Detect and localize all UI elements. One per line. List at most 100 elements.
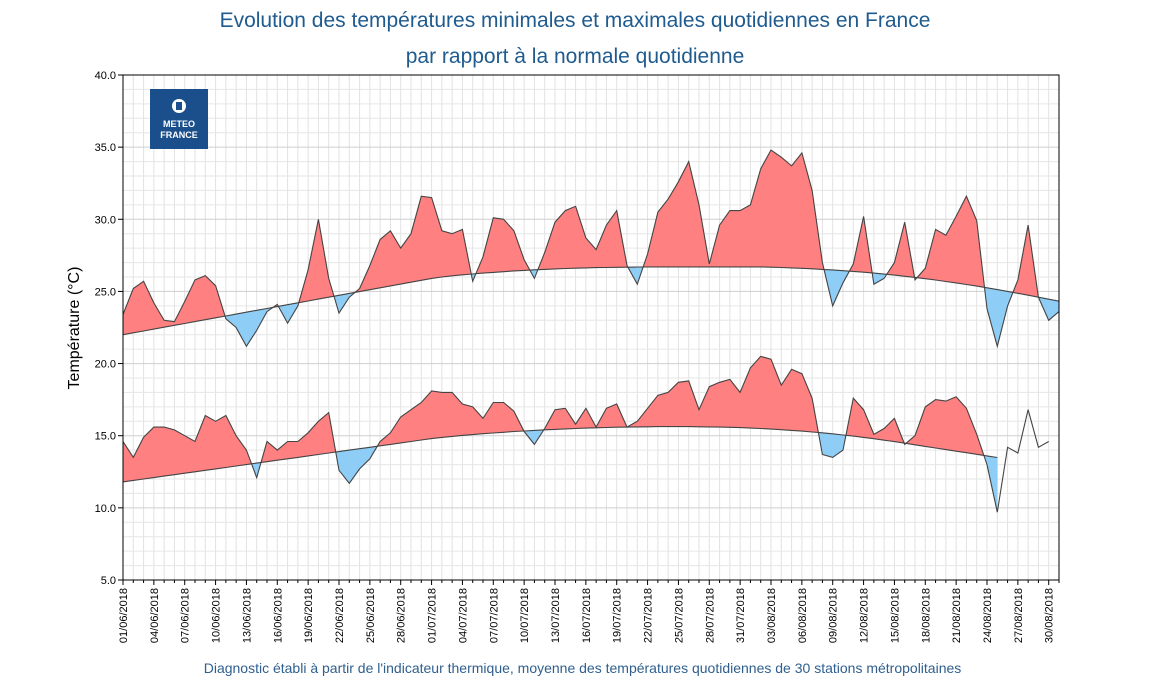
tmin-anomaly-segment [266, 440, 278, 462]
x-tick-label: 16/06/2018 [272, 588, 284, 643]
x-tick-label: 06/08/2018 [797, 588, 809, 643]
x-tick-label: 12/08/2018 [859, 588, 871, 643]
tmax-anomaly-segment [133, 280, 144, 334]
tmin-anomaly-segment [163, 426, 175, 477]
tmin-anomaly-segment [709, 381, 720, 428]
x-tick-label: 22/07/2018 [643, 588, 655, 643]
tmin-anomaly-segment [925, 399, 936, 449]
x-tick-label: 27/08/2018 [1013, 588, 1025, 643]
tmax-anomaly-segment [739, 204, 751, 268]
tmin-anomaly-segment [174, 429, 185, 475]
tmin-anomaly-segment [194, 415, 206, 473]
tmin-anomaly-segment [883, 417, 895, 442]
y-axis: 5.0 10.0 15.0 20.0 25.0 30.0 35.0 40.0 [95, 70, 123, 587]
tmax-anomaly-segment [410, 196, 422, 283]
x-tick-label: 16/07/2018 [581, 588, 593, 643]
y-tick-label: 25.0 [95, 286, 116, 298]
x-tick-label: 25/07/2018 [673, 588, 685, 643]
tmax-anomaly-segment [657, 198, 669, 268]
x-tick-label: 07/06/2018 [180, 588, 192, 643]
tmin-anomaly-segment [791, 368, 803, 432]
tmax-anomaly-segment [369, 239, 381, 290]
series-line-0 [122, 149, 1060, 349]
y-tick-label: 35.0 [95, 142, 116, 154]
tmax-anomaly-segment [482, 217, 494, 274]
anomaly-areas [122, 149, 1060, 513]
tmax-anomaly-segment [503, 218, 515, 272]
tmax-anomaly-segment [760, 149, 772, 268]
logo-text-france: FRANCE [160, 130, 198, 140]
tmin-anomaly-segment [760, 356, 772, 430]
tmax-anomaly-segment [544, 222, 556, 270]
x-tick-label: 25/06/2018 [365, 588, 377, 643]
tmin-anomaly-segment [184, 435, 196, 474]
grid [122, 74, 1060, 581]
x-tick-label: 09/08/2018 [828, 588, 840, 643]
tmax-anomaly-segment [184, 279, 196, 324]
x-tick-label: 15/08/2018 [889, 588, 901, 643]
series-line-3 [122, 426, 998, 483]
tmax-anomaly-segment [955, 196, 967, 285]
tmin-anomaly-segment [122, 440, 134, 483]
tmin-anomaly-segment [801, 373, 813, 433]
x-tick-label: 18/08/2018 [920, 588, 932, 643]
x-tick-label: 31/07/2018 [735, 588, 747, 643]
chart-title-line1: Evolution des températures minimales et … [219, 9, 931, 32]
tmin-anomaly-segment [431, 390, 443, 439]
x-tick-label: 04/06/2018 [149, 588, 161, 643]
tmin-anomaly-segment [739, 367, 751, 429]
x-tick-label: 19/07/2018 [612, 588, 624, 643]
y-tick-label: 15.0 [95, 431, 116, 443]
x-tick-label: 01/06/2018 [118, 588, 130, 643]
tmin-anomaly-segment [935, 399, 947, 450]
x-tick-label: 22/06/2018 [334, 588, 346, 643]
tmin-anomaly-segment [215, 415, 227, 470]
series-line-1 [122, 266, 1060, 336]
x-tick-label: 01/07/2018 [427, 588, 439, 643]
tmax-anomaly-segment [451, 229, 463, 277]
x-tick-label: 07/07/2018 [488, 588, 500, 643]
tmin-anomaly-segment [822, 432, 833, 458]
x-tick-label: 10/06/2018 [211, 588, 223, 643]
tmin-anomaly-segment [719, 379, 731, 428]
tmin-anomaly-segment [657, 392, 669, 427]
tmin-anomaly-segment [750, 355, 761, 429]
y-axis-label: Température (°C) [66, 267, 83, 390]
tmax-anomaly-segment [194, 275, 206, 322]
plot-frame [122, 74, 1060, 581]
tmin-anomaly-segment [287, 441, 299, 460]
footer-note: Diagnostic établi à partir de l'indicate… [203, 660, 962, 676]
tmax-anomaly-segment [770, 149, 782, 268]
tmin-anomaly-segment [647, 394, 659, 428]
tmax-anomaly-segment [431, 197, 443, 279]
y-tick-label: 30.0 [95, 214, 116, 226]
chart-title-line2: par rapport à la normale quotidienne [405, 45, 745, 68]
tmin-anomaly-segment [318, 412, 329, 455]
tmax-anomaly-segment [493, 217, 504, 273]
tmin-anomaly-segment [225, 415, 237, 468]
tmax-anomaly-segment [935, 228, 947, 282]
tmax-anomaly-segment [1048, 298, 1060, 321]
x-tick-label: 28/07/2018 [704, 588, 716, 643]
tmax-anomaly-segment [379, 230, 391, 289]
tmin-anomaly-segment [133, 437, 144, 481]
tmax-anomaly-segment [441, 230, 453, 278]
x-tick-label: 19/06/2018 [303, 588, 315, 643]
x-tick-label: 10/07/2018 [519, 588, 531, 643]
tmin-anomaly-segment [945, 396, 957, 452]
tmax-anomaly-segment [513, 230, 525, 272]
series-lines [122, 149, 1060, 513]
tmax-anomaly-segment [781, 156, 792, 269]
tmin-anomaly-segment [277, 440, 288, 461]
tmin-anomaly-segment [205, 415, 216, 471]
tmax-anomaly-segment [729, 210, 741, 268]
tmax-anomaly-segment [667, 180, 679, 268]
x-tick-label: 13/07/2018 [550, 588, 562, 643]
tmin-anomaly-segment [421, 390, 432, 441]
x-tick-label: 04/07/2018 [457, 588, 469, 643]
y-tick-label: 40.0 [95, 70, 116, 82]
tmax-anomaly-segment [688, 161, 700, 268]
x-tick-label: 03/08/2018 [766, 588, 778, 643]
y-tick-label: 20.0 [95, 359, 116, 371]
tmin-anomaly-segment [667, 381, 679, 427]
